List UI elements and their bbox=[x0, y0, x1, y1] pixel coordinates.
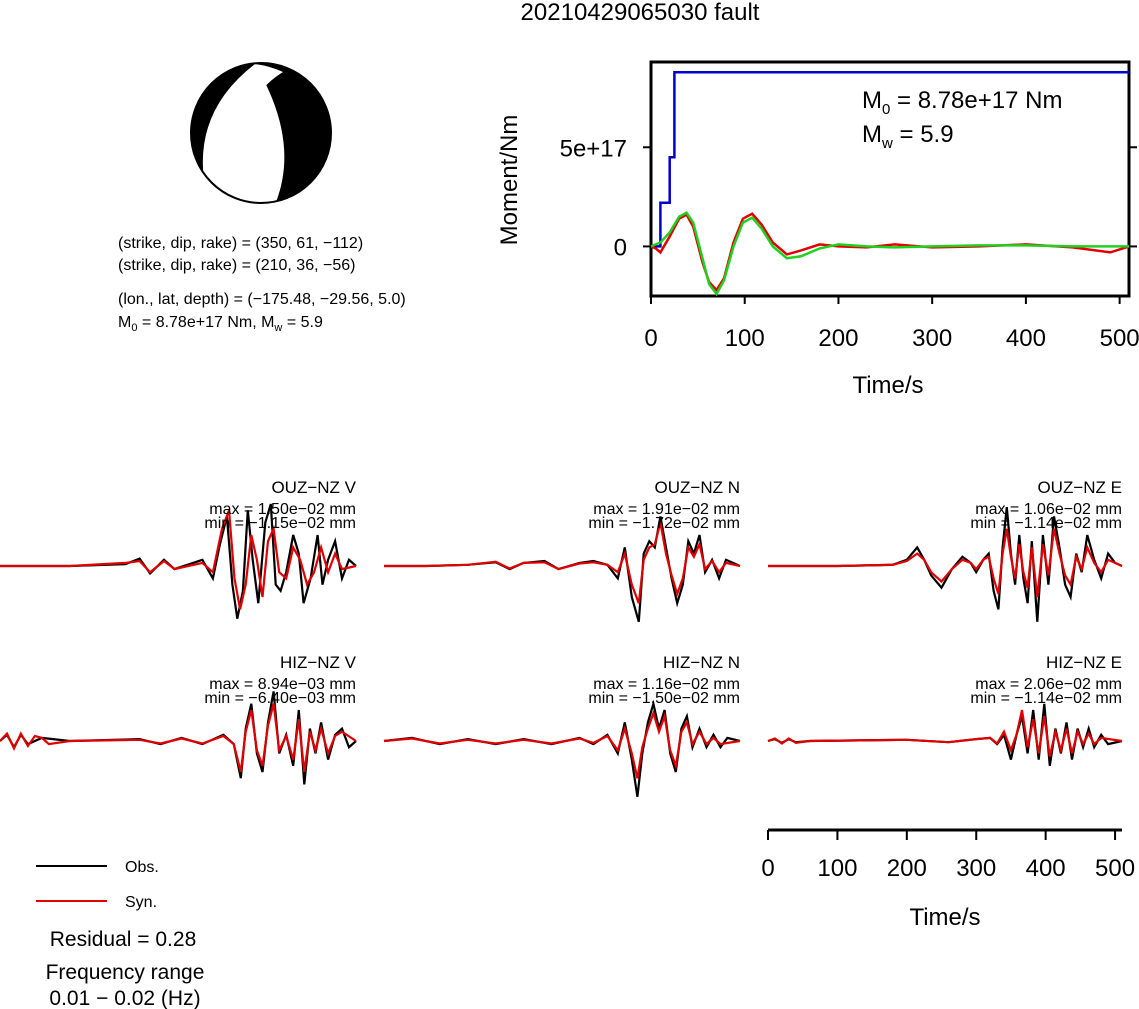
legend: Obs. Syn. bbox=[36, 859, 159, 911]
frequency-range-title: Frequency range bbox=[46, 961, 205, 984]
waveform-syn-line bbox=[767, 709, 1123, 757]
waveform-station-label: HIZ−NZ V bbox=[280, 653, 357, 672]
waveform-x-tick-label: 300 bbox=[956, 855, 996, 882]
waveform-x-tick-label: 100 bbox=[817, 855, 857, 882]
figure-title: 20210429065030 fault bbox=[521, 0, 760, 26]
waveform-max-label: max = 1.50e−02 mm bbox=[209, 501, 356, 518]
moment-x-label: Time/s bbox=[852, 372, 923, 399]
waveform-x-label: Time/s bbox=[909, 904, 980, 931]
waveform-min-label: min = −1.14e−02 mm bbox=[970, 515, 1122, 532]
waveform-max-label: max = 1.91e−02 mm bbox=[593, 501, 740, 518]
moment-series-group bbox=[650, 71, 1130, 297]
moment-x-tick-label: 200 bbox=[818, 325, 858, 352]
moment-series-2 bbox=[650, 211, 1129, 297]
waveform-syn-line bbox=[768, 528, 1123, 598]
beachball-white-lobe bbox=[202, 64, 285, 204]
beachball bbox=[190, 62, 332, 204]
moment-plot-frame bbox=[649, 60, 1131, 298]
moment-x-tick-label: 100 bbox=[725, 325, 765, 352]
waveform-syn-line bbox=[384, 522, 741, 604]
waveform-max-label: max = 1.06e−02 mm bbox=[975, 501, 1122, 518]
waveform-station-label: OUZ−NZ N bbox=[655, 478, 740, 497]
moment-y-axis: 0 5e+17 bbox=[560, 135, 1137, 261]
waveform-x-tick-label: 500 bbox=[1095, 855, 1135, 882]
moment-y-label: Moment/Nm bbox=[496, 115, 523, 246]
waveform-min-label: min = −1.15e−02 mm bbox=[204, 515, 356, 532]
moment-magnitude-text: M0 = 8.78e+17 Nm, Mw = 5.9 bbox=[118, 314, 323, 334]
moment-y-tick-label: 5e+17 bbox=[560, 135, 627, 162]
moment-series-1 bbox=[650, 212, 1130, 293]
waveform-min-label: min = −1.14e−02 mm bbox=[970, 690, 1122, 707]
waveform-max-label: max = 1.16e−02 mm bbox=[593, 676, 740, 693]
waveform-min-label: min = −1.50e−02 mm bbox=[588, 690, 740, 707]
waveform-x-tick-label: 0 bbox=[761, 855, 774, 882]
waveform-x-ticks: 0 100 200 300 400 500 bbox=[761, 830, 1135, 882]
moment-x-tick-label: 0 bbox=[644, 325, 657, 352]
waveform-station-label: OUZ−NZ E bbox=[1037, 478, 1122, 497]
moment-y-tick-label: 0 bbox=[614, 234, 627, 261]
waveform-x-tick-label: 200 bbox=[887, 855, 927, 882]
waveform-syn-line bbox=[0, 703, 357, 773]
moment-annotation-mw: Mw = 5.9 bbox=[862, 121, 954, 152]
moment-annotation-m0: M0 = 8.78e+17 Nm bbox=[862, 87, 1062, 118]
legend-obs-label: Obs. bbox=[125, 859, 159, 876]
waveform-x-tick-label: 400 bbox=[1026, 855, 1066, 882]
mechanism-info: (strike, dip, rake) = (350, 61, −112) (s… bbox=[118, 235, 406, 334]
moment-x-tick-label: 400 bbox=[1006, 325, 1046, 352]
waveform-syn-line bbox=[0, 509, 357, 610]
moment-series-0 bbox=[651, 71, 1129, 248]
location-text: (lon., lat, depth) = (−175.48, −29.56, 5… bbox=[118, 291, 406, 308]
moment-chart: 0 100 200 300 400 500 0 5e+17 Time/s Moment/Nm… bbox=[496, 60, 1139, 399]
waveform-station-label: HIZ−NZ E bbox=[1046, 653, 1122, 672]
moment-x-tick-label: 300 bbox=[912, 325, 952, 352]
waveform-max-label: max = 2.06e−02 mm bbox=[975, 676, 1122, 693]
waveform-min-label: min = −6.40e−03 mm bbox=[204, 690, 356, 707]
waveform-max-label: max = 8.94e−03 mm bbox=[209, 676, 356, 693]
waveform-min-label: min = −1.72e−02 mm bbox=[588, 515, 740, 532]
waveform-station-label: HIZ−NZ N bbox=[663, 653, 740, 672]
strike-dip-rake-2: (strike, dip, rake) = (210, 36, −56) bbox=[118, 257, 355, 274]
frequency-range-value: 0.01 − 0.02 (Hz) bbox=[49, 987, 200, 1009]
waveform-station-label: OUZ−NZ V bbox=[271, 478, 356, 497]
beachball-outline bbox=[190, 62, 332, 204]
moment-x-tick-label: 500 bbox=[1100, 325, 1139, 352]
legend-syn-label: Syn. bbox=[125, 894, 157, 911]
waveform-syn-line bbox=[383, 709, 741, 779]
moment-x-axis: 0 100 200 300 400 500 bbox=[644, 296, 1139, 352]
residual-text: Residual = 0.28 bbox=[50, 928, 197, 951]
waveform-obs-line bbox=[383, 699, 741, 797]
waveform-time-axis: 0 100 200 300 400 500 Time/s bbox=[761, 828, 1135, 931]
strike-dip-rake-1: (strike, dip, rake) = (350, 61, −112) bbox=[118, 235, 363, 252]
beachball-white-top bbox=[255, 64, 283, 90]
